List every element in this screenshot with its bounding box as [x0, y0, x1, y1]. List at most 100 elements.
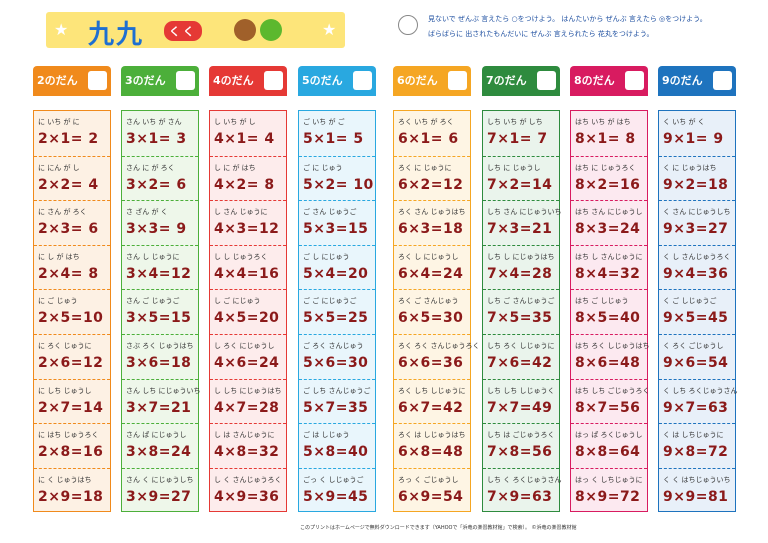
reading: し ご にじゅう — [214, 297, 261, 306]
equation: 7×5=35 — [487, 310, 553, 327]
column: 2のだんに いち が に 2×1= 2 に にん が し 2×2= 4 に さん が ろ… — [33, 66, 111, 512]
reading: ご いち が ご — [303, 118, 345, 126]
reading: さん に が ろく — [126, 163, 175, 172]
reading: はち し さんじゅうに — [575, 252, 643, 261]
equation: 3×3= 9 — [126, 221, 187, 238]
reading: しち に じゅうし — [487, 163, 541, 172]
equation: 6×9=54 — [398, 488, 464, 505]
equation: 5×9=45 — [303, 488, 369, 505]
equation: 2×7=14 — [38, 399, 104, 416]
reading: く く はちじゅういち — [663, 475, 731, 484]
star: ★ — [54, 20, 69, 39]
reading: に にん が し — [38, 163, 80, 172]
row: し く さんじゅうろく 4×9=36 — [210, 467, 286, 513]
row: ろく は しじゅうはち 6×8=48 — [394, 423, 470, 468]
equation: 2×8=16 — [38, 444, 104, 461]
row: さん に が ろく 3×2= 6 — [122, 155, 198, 201]
footer: このプリントはホームページで無料ダウンロードできます（YAHOOで「浜竜の楽習教… — [300, 525, 577, 531]
equation: 7×4=28 — [487, 265, 553, 282]
equation: 2×3= 6 — [38, 221, 99, 238]
check-box — [176, 71, 195, 90]
reading: ご しち さんじゅうご — [303, 386, 371, 395]
row: に しち じゅうし 2×7=14 — [34, 378, 110, 424]
equation: 8×5=40 — [575, 310, 641, 327]
row: ご は しじゅう 5×8=40 — [299, 423, 375, 468]
equation: 9×8=72 — [663, 444, 729, 461]
equation: 7×7=49 — [487, 399, 553, 416]
reading: く ろく ごじゅうし — [663, 342, 724, 350]
equation: 8×3=24 — [575, 221, 641, 238]
row: ご いち が ご 5×1= 5 — [299, 111, 375, 156]
row: はち いち が はち 8×1= 8 — [571, 111, 647, 156]
row: ろく いち が ろく 6×1= 6 — [394, 111, 470, 156]
reading: ごっ く しじゅうご — [303, 475, 364, 484]
row: さん ご じゅうご 3×5=15 — [122, 289, 198, 334]
column-header: 6のだん — [393, 66, 471, 96]
frog-icon — [260, 19, 282, 41]
equation: 9×2=18 — [663, 176, 729, 193]
reading: しち ろく しじゅうに — [487, 342, 555, 350]
reading: ろく いち が ろく — [398, 118, 454, 126]
equation: 3×1= 3 — [126, 131, 187, 147]
row: しち く ろくじゅうさん 7×9=63 — [483, 467, 561, 513]
equation: 8×1= 8 — [575, 131, 636, 147]
row: ご しち さんじゅうご 5×7=35 — [299, 378, 375, 424]
row: さん く にじゅうしち 3×9=27 — [122, 467, 198, 513]
row: に く じゅうはち 2×9=18 — [34, 467, 110, 513]
row: ご ご にじゅうご 5×5=25 — [299, 289, 375, 334]
equation: 7×9=63 — [487, 488, 553, 505]
row: さん し じゅうに 3×4=12 — [122, 244, 198, 290]
column-header: 5のだん — [298, 66, 376, 96]
row: し に が はち 4×2= 8 — [210, 155, 286, 201]
row: ろく さん じゅうはち 6×3=18 — [394, 200, 470, 245]
row: しち さん にじゅういち 7×3=21 — [483, 200, 561, 245]
equation: 3×2= 6 — [126, 176, 187, 193]
equation: 7×8=56 — [487, 444, 553, 461]
equation: 3×9=27 — [126, 488, 192, 505]
reading: さん ぱ にじゅうし — [126, 431, 187, 440]
reading: に し が はち — [38, 252, 80, 261]
row: く さん にじゅうしち 9×3=27 — [659, 200, 735, 245]
instruction: 見ないで ぜんぶ 言えたら ○をつけよう。 はんたいから ぜんぶ 言えたら ◎を… — [428, 15, 707, 23]
equation: 9×5=45 — [663, 310, 729, 327]
equation: 9×7=63 — [663, 399, 729, 416]
reading: はち ろく しじゅうはち — [575, 342, 650, 350]
equation: 5×6=30 — [303, 355, 369, 371]
reading: ろく ろく さんじゅうろく — [398, 342, 480, 350]
row: に し が はち 2×4= 8 — [34, 244, 110, 290]
column-body: く いち が く 9×1= 9 く に じゅうはち 9×2=18 く さん にじゅうしち… — [658, 110, 738, 512]
equation: 8×7=56 — [575, 399, 641, 416]
reading: はち ご しじゅう — [575, 297, 629, 306]
row: し いち が し 4×1= 4 — [210, 111, 286, 156]
reading: く ご しじゅうご — [663, 297, 717, 306]
equation: 9×6=54 — [663, 355, 729, 371]
row: はっ く しちじゅうに 8×9=72 — [571, 467, 647, 513]
reading: く しち ろくじゅうさん — [663, 386, 738, 395]
row: ろっ く ごじゅうし 6×9=54 — [394, 467, 470, 513]
reading: はっ ぱ ろくじゅうし — [575, 431, 643, 440]
reading: に ご じゅう — [38, 297, 78, 306]
reading: はち に じゅうろく — [575, 163, 636, 172]
reading: ろく しち しじゅうに — [398, 386, 466, 395]
reading: し は さんじゅうに — [214, 431, 275, 440]
column-header: 7のだん — [482, 66, 560, 96]
equation: 5×4=20 — [303, 265, 369, 282]
row: はっ ぱ ろくじゅうし 8×8=64 — [571, 423, 647, 468]
reading: し さん じゅうに — [214, 208, 268, 217]
row: ろく ご さんじゅう 6×5=30 — [394, 289, 470, 334]
equation: 3×7=21 — [126, 399, 192, 416]
row: ご ろく さんじゅう 5×6=30 — [299, 334, 375, 379]
reading: く は しちじゅうに — [663, 431, 724, 440]
row: ろく ろく さんじゅうろく 6×6=36 — [394, 334, 479, 379]
row: く し さんじゅうろく 9×4=36 — [659, 244, 735, 290]
row: し ろく にじゅうし 4×6=24 — [210, 334, 286, 379]
column: 5のだんご いち が ご 5×1= 5 ご に じゅう 5×2= 10 ご さん じゅう… — [298, 66, 376, 512]
title-banner: 九九 くく ★ ★ — [46, 12, 345, 50]
reading: ろっ く ごじゅうし — [398, 475, 459, 484]
column: 4のだんし いち が し 4×1= 4 し に が はち 4×2= 8 し さん じゅう… — [209, 66, 287, 512]
equation: 4×1= 4 — [214, 131, 275, 147]
row: しち ご さんじゅうご 7×5=35 — [483, 289, 559, 334]
equation: 8×2=16 — [575, 176, 641, 193]
